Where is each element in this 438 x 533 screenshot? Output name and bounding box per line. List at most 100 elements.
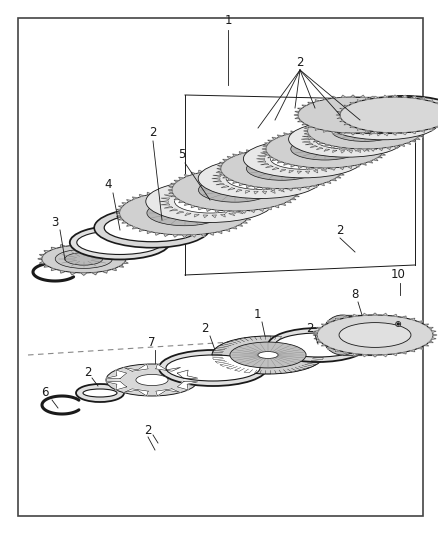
Polygon shape xyxy=(381,143,385,144)
Polygon shape xyxy=(373,159,378,160)
Polygon shape xyxy=(361,132,366,134)
Polygon shape xyxy=(346,111,351,114)
Polygon shape xyxy=(295,117,299,119)
Polygon shape xyxy=(339,174,344,175)
Polygon shape xyxy=(291,198,296,200)
Polygon shape xyxy=(286,177,291,179)
Polygon shape xyxy=(365,98,370,100)
Polygon shape xyxy=(177,211,184,214)
Polygon shape xyxy=(350,133,355,135)
Polygon shape xyxy=(429,341,433,343)
Polygon shape xyxy=(357,128,361,131)
Polygon shape xyxy=(199,170,203,173)
Polygon shape xyxy=(302,123,307,125)
Polygon shape xyxy=(371,149,375,151)
Text: 1: 1 xyxy=(224,13,232,27)
Polygon shape xyxy=(203,185,208,188)
Polygon shape xyxy=(191,235,196,237)
Polygon shape xyxy=(314,171,318,173)
Polygon shape xyxy=(313,185,317,188)
Ellipse shape xyxy=(332,120,398,141)
Polygon shape xyxy=(60,245,65,247)
Polygon shape xyxy=(207,209,211,212)
Text: 10: 10 xyxy=(391,269,406,281)
Ellipse shape xyxy=(106,364,198,396)
Text: 2: 2 xyxy=(201,321,209,335)
Polygon shape xyxy=(223,159,227,161)
Polygon shape xyxy=(265,143,269,144)
Polygon shape xyxy=(263,146,267,147)
Polygon shape xyxy=(343,168,347,169)
Polygon shape xyxy=(370,148,377,150)
Polygon shape xyxy=(337,117,341,119)
Polygon shape xyxy=(339,108,344,110)
Polygon shape xyxy=(236,211,243,214)
Polygon shape xyxy=(407,117,411,119)
Polygon shape xyxy=(313,334,317,336)
Polygon shape xyxy=(241,167,247,169)
Ellipse shape xyxy=(247,157,317,180)
Polygon shape xyxy=(217,165,222,167)
Polygon shape xyxy=(229,213,235,216)
Polygon shape xyxy=(161,204,170,205)
Polygon shape xyxy=(238,200,243,202)
Polygon shape xyxy=(341,133,346,135)
Polygon shape xyxy=(118,219,123,220)
Polygon shape xyxy=(296,172,304,174)
Polygon shape xyxy=(297,147,301,150)
Polygon shape xyxy=(272,167,279,170)
Ellipse shape xyxy=(258,352,278,358)
Polygon shape xyxy=(302,141,310,142)
Polygon shape xyxy=(421,130,426,132)
Polygon shape xyxy=(326,181,331,183)
Polygon shape xyxy=(357,150,360,152)
Ellipse shape xyxy=(76,384,124,402)
Polygon shape xyxy=(316,129,323,131)
Polygon shape xyxy=(232,227,237,229)
Polygon shape xyxy=(369,110,373,112)
Polygon shape xyxy=(70,243,76,246)
Polygon shape xyxy=(164,234,169,237)
Polygon shape xyxy=(81,243,87,245)
Polygon shape xyxy=(382,313,388,316)
Polygon shape xyxy=(221,185,229,188)
Polygon shape xyxy=(370,96,374,99)
Polygon shape xyxy=(216,183,224,185)
Polygon shape xyxy=(428,100,433,102)
Polygon shape xyxy=(233,211,237,214)
Polygon shape xyxy=(118,206,123,207)
Polygon shape xyxy=(279,189,284,191)
Polygon shape xyxy=(286,167,293,169)
Polygon shape xyxy=(331,168,336,170)
Ellipse shape xyxy=(175,190,245,213)
Polygon shape xyxy=(317,341,321,343)
Polygon shape xyxy=(247,185,251,188)
Polygon shape xyxy=(386,112,390,115)
Polygon shape xyxy=(132,227,137,229)
Polygon shape xyxy=(297,144,301,147)
Polygon shape xyxy=(242,192,250,194)
Polygon shape xyxy=(126,258,130,260)
Polygon shape xyxy=(383,151,387,152)
Polygon shape xyxy=(357,100,361,102)
Ellipse shape xyxy=(289,121,405,157)
Polygon shape xyxy=(116,212,120,214)
Polygon shape xyxy=(435,102,438,104)
Polygon shape xyxy=(320,152,325,154)
Polygon shape xyxy=(420,130,424,132)
Polygon shape xyxy=(185,213,191,216)
Polygon shape xyxy=(353,131,360,133)
Ellipse shape xyxy=(270,148,336,169)
Polygon shape xyxy=(332,150,337,152)
Polygon shape xyxy=(400,116,405,118)
Polygon shape xyxy=(250,198,258,199)
Polygon shape xyxy=(297,188,301,190)
Polygon shape xyxy=(38,258,42,260)
Polygon shape xyxy=(342,165,346,167)
Polygon shape xyxy=(251,167,255,170)
Polygon shape xyxy=(267,207,271,210)
Polygon shape xyxy=(122,203,127,205)
Polygon shape xyxy=(321,324,326,326)
Polygon shape xyxy=(419,125,423,126)
Polygon shape xyxy=(332,179,336,181)
